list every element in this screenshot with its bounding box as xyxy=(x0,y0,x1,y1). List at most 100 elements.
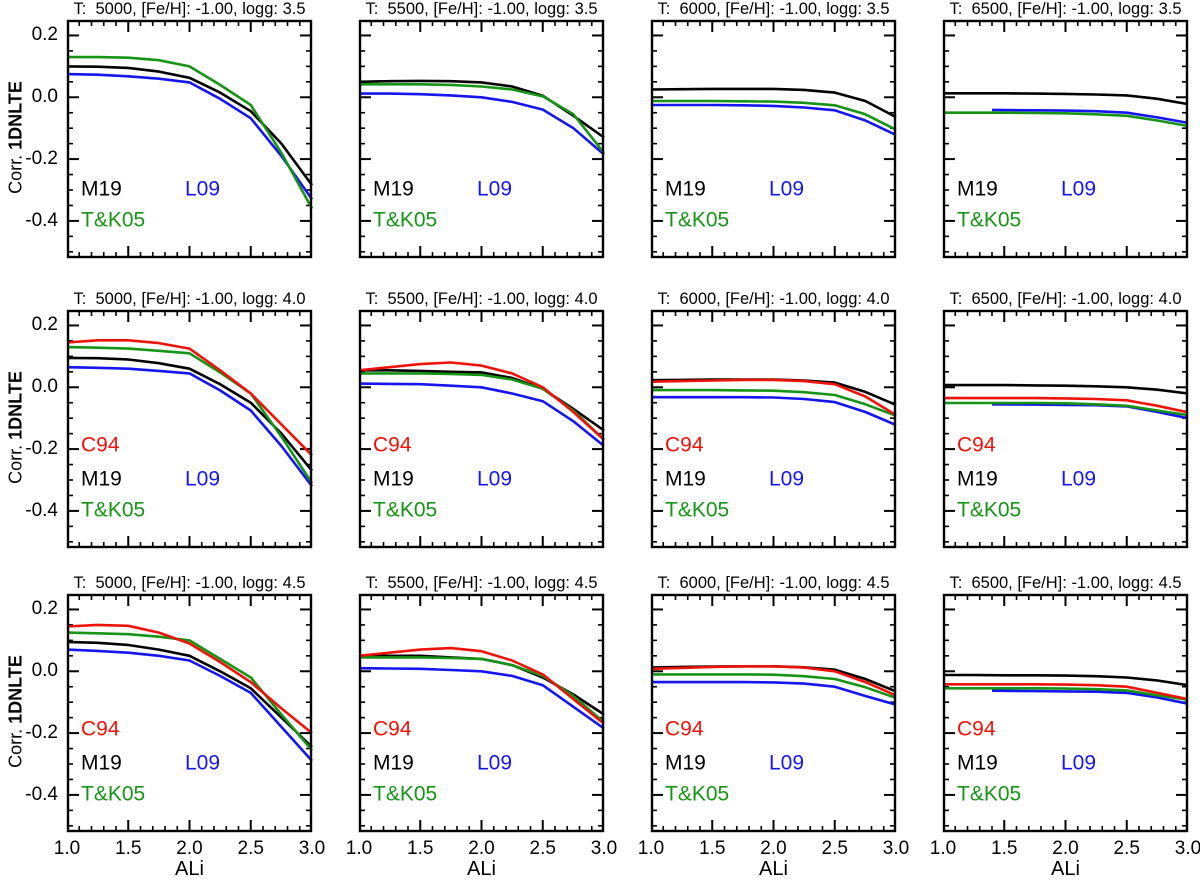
legend-label-T&K05: T&K05 xyxy=(373,783,437,806)
y-axis-label-prefix: Corr. xyxy=(5,439,26,484)
y-axis-label: Corr. 1DNLTE xyxy=(6,593,27,831)
legend-label-C94: C94 xyxy=(81,434,120,457)
series-line-L09 xyxy=(358,382,605,448)
y-tick-label: -0.2 xyxy=(25,722,58,744)
panel-title: T: 6000, [Fe/H]: -1.00, logg: 4.0 xyxy=(657,290,890,308)
plot-area: M19 L09 T&K05 C94 xyxy=(66,309,314,549)
plot-area: M19 L09 T&K05 C94 xyxy=(942,309,1189,549)
series-line-C94 xyxy=(650,665,897,697)
legend-label-M19: M19 xyxy=(373,752,414,775)
x-tick-label: 1.5 xyxy=(115,838,142,859)
x-tick-label: 2.0 xyxy=(1052,838,1079,859)
legend-label-T&K05: T&K05 xyxy=(373,209,437,232)
x-axis-label: ALi xyxy=(759,858,788,880)
series-line-L09 xyxy=(66,365,314,487)
legend-label-L09: L09 xyxy=(477,752,512,775)
plot-frame xyxy=(358,309,605,549)
x-axis-label: ALi xyxy=(1051,858,1080,880)
legend-label-M19: M19 xyxy=(373,468,414,491)
series-line-M19 xyxy=(943,673,1189,687)
plot-area: M19 L09 T&K05 C94 xyxy=(66,593,313,833)
series-line-L09 xyxy=(358,666,605,730)
x-tick-label: 3.0 xyxy=(590,838,618,859)
legend-label-M19: M19 xyxy=(373,178,414,201)
y-tick-label: 0.2 xyxy=(31,598,58,620)
legend-label-M19: M19 xyxy=(957,468,998,491)
legend-label-L09: L09 xyxy=(185,468,220,491)
x-tick-label: 1.0 xyxy=(345,838,373,859)
legend-label-M19: M19 xyxy=(957,178,998,201)
legend-label-C94: C94 xyxy=(957,718,996,741)
series-line-L09 xyxy=(66,72,314,201)
x-tick-label: 2.0 xyxy=(760,838,787,859)
y-axis-label-prefix: Corr. xyxy=(5,149,26,194)
legend-label-M19: M19 xyxy=(81,468,122,491)
legend-label-M19: M19 xyxy=(957,752,998,775)
series-line-M19 xyxy=(650,87,897,119)
legend-label-T&K05: T&K05 xyxy=(81,209,145,232)
plot-frame xyxy=(650,19,897,259)
series-line-C94 xyxy=(66,338,313,457)
series-line-L09 xyxy=(651,103,897,137)
series-line-T&K05 xyxy=(651,99,897,131)
series-line-L09 xyxy=(991,689,1189,705)
legend-label-T&K05: T&K05 xyxy=(81,499,145,522)
panel-title: T: 6500, [Fe/H]: -1.00, logg: 3.5 xyxy=(949,0,1182,18)
x-tick-label: 2.0 xyxy=(176,838,203,859)
x-tick-label: 1.0 xyxy=(53,838,81,859)
plot-area: M19 L09 T&K05 C94 xyxy=(942,593,1189,833)
y-axis-label: Corr. 1DNLTE xyxy=(6,309,27,547)
series-line-T&K05 xyxy=(943,687,1189,701)
series-line-L09 xyxy=(651,395,897,427)
series-line-C94 xyxy=(943,683,1189,701)
plot-frame xyxy=(66,309,313,549)
panel-title: T: 6500, [Fe/H]: -1.00, logg: 4.5 xyxy=(949,574,1182,592)
legend-label-L09: L09 xyxy=(185,178,220,201)
legend-label-M19: M19 xyxy=(665,178,706,201)
plot-area: M19 L09 T&K05 xyxy=(66,19,314,259)
series-line-L09 xyxy=(991,108,1189,125)
y-axis-label-bold: 1DNLTE xyxy=(5,81,26,150)
panel-title: T: 5500, [Fe/H]: -1.00, logg: 4.5 xyxy=(365,574,598,592)
x-tick-label: 1.5 xyxy=(699,838,726,859)
legend-label-T&K05: T&K05 xyxy=(957,783,1021,806)
legend-label-M19: M19 xyxy=(81,178,122,201)
x-tick-label: 2.5 xyxy=(529,838,556,859)
plot-frame xyxy=(358,593,605,833)
series-line-M19 xyxy=(943,92,1189,106)
legend-label-T&K05: T&K05 xyxy=(957,209,1021,232)
panel-title: T: 6000, [Fe/H]: -1.00, logg: 3.5 xyxy=(657,0,890,18)
x-axis-label: ALi xyxy=(175,858,204,880)
series-line-T&K05 xyxy=(651,673,897,700)
x-axis-label: ALi xyxy=(467,858,496,880)
series-line-T&K05 xyxy=(67,55,314,210)
x-tick-label: 1.0 xyxy=(929,838,957,859)
panel-title: T: 6500, [Fe/H]: -1.00, logg: 4.0 xyxy=(949,290,1182,308)
plot-frame xyxy=(66,19,313,259)
x-tick-label: 3.0 xyxy=(882,838,910,859)
x-tick-label: 3.0 xyxy=(1174,838,1200,859)
x-tick-label: 2.0 xyxy=(468,838,495,859)
panel-title: T: 5000, [Fe/H]: -1.00, logg: 4.5 xyxy=(73,574,306,592)
plot-frame xyxy=(942,593,1189,833)
legend-label-C94: C94 xyxy=(373,434,412,457)
plot-area: M19 L09 T&K05 C94 xyxy=(358,309,605,549)
y-tick-label: 0.2 xyxy=(31,24,58,46)
series-line-T&K05 xyxy=(66,631,313,751)
y-tick-label: -0.4 xyxy=(25,209,58,231)
series-line-C94 xyxy=(66,623,313,735)
legend-label-T&K05: T&K05 xyxy=(665,783,729,806)
legend-label-C94: C94 xyxy=(957,434,996,457)
legend-label-T&K05: T&K05 xyxy=(665,209,729,232)
x-tick-label: 2.5 xyxy=(821,838,848,859)
panel-title: T: 5500, [Fe/H]: -1.00, logg: 4.0 xyxy=(365,290,598,308)
y-axis-label-prefix: Corr. xyxy=(5,723,26,768)
legend-label-C94: C94 xyxy=(81,718,120,741)
panel-title: T: 6000, [Fe/H]: -1.00, logg: 4.5 xyxy=(657,574,890,592)
series-line-M19 xyxy=(359,654,605,716)
panel-title: T: 5000, [Fe/H]: -1.00, logg: 3.5 xyxy=(73,0,306,18)
plot-area: M19 L09 T&K05 C94 xyxy=(650,593,897,833)
plot-frame xyxy=(66,593,313,833)
x-tick-label: 2.5 xyxy=(1113,838,1140,859)
